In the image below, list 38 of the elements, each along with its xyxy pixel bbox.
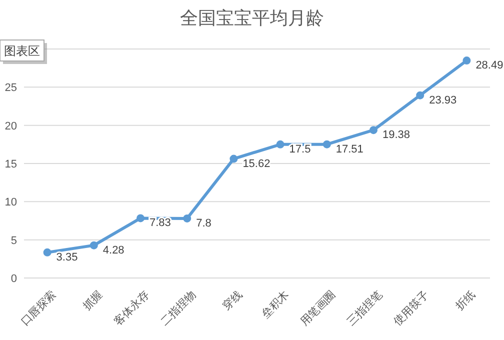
x-tick-label: 二指捏物 xyxy=(158,288,198,328)
x-tick-label: 用笔画圈 xyxy=(298,288,338,328)
x-tick-label: 三指捏笔 xyxy=(345,288,385,328)
x-tick-label: 抓握 xyxy=(81,288,106,313)
y-tick-label: 20 xyxy=(4,120,17,132)
y-tick-label: 5 xyxy=(10,234,17,247)
data-label: 3.35 xyxy=(56,251,78,264)
x-tick-label: 穿线 xyxy=(220,288,245,313)
point xyxy=(90,241,98,250)
point xyxy=(183,214,192,222)
point xyxy=(416,91,424,100)
point xyxy=(276,140,284,148)
data-label: 15.62 xyxy=(242,158,270,170)
x-tick-label: 口唇探索 xyxy=(18,288,59,328)
data-label: 4.28 xyxy=(102,244,124,256)
y-tick-label: 25 xyxy=(4,82,17,94)
annotation: 图表区 xyxy=(4,44,40,58)
data-label: 23.93 xyxy=(429,94,457,106)
x-tick-label: 折纸 xyxy=(454,288,478,313)
point xyxy=(462,56,471,65)
y-tick-label: 0 xyxy=(10,273,17,285)
data-label: 28.49 xyxy=(476,60,504,72)
data-label: 17.5 xyxy=(289,143,311,156)
point xyxy=(43,248,52,256)
data-label: 17.51 xyxy=(336,143,364,156)
x-tick-label: 垒积木 xyxy=(258,288,292,321)
point xyxy=(230,154,238,163)
data-label: 19.38 xyxy=(382,129,410,142)
y-tick-label: 15 xyxy=(4,158,17,170)
point xyxy=(136,214,144,222)
x-tick-label: 客体永存 xyxy=(111,288,152,328)
data-label: 7.8 xyxy=(196,217,212,230)
point xyxy=(322,140,331,148)
chart-title: 全国宝宝平均月龄 xyxy=(180,8,324,28)
y-tick-label: 10 xyxy=(4,196,17,209)
point xyxy=(370,126,378,134)
x-tick-label: 使用筷子 xyxy=(392,288,432,328)
data-label: 7.83 xyxy=(150,217,171,230)
